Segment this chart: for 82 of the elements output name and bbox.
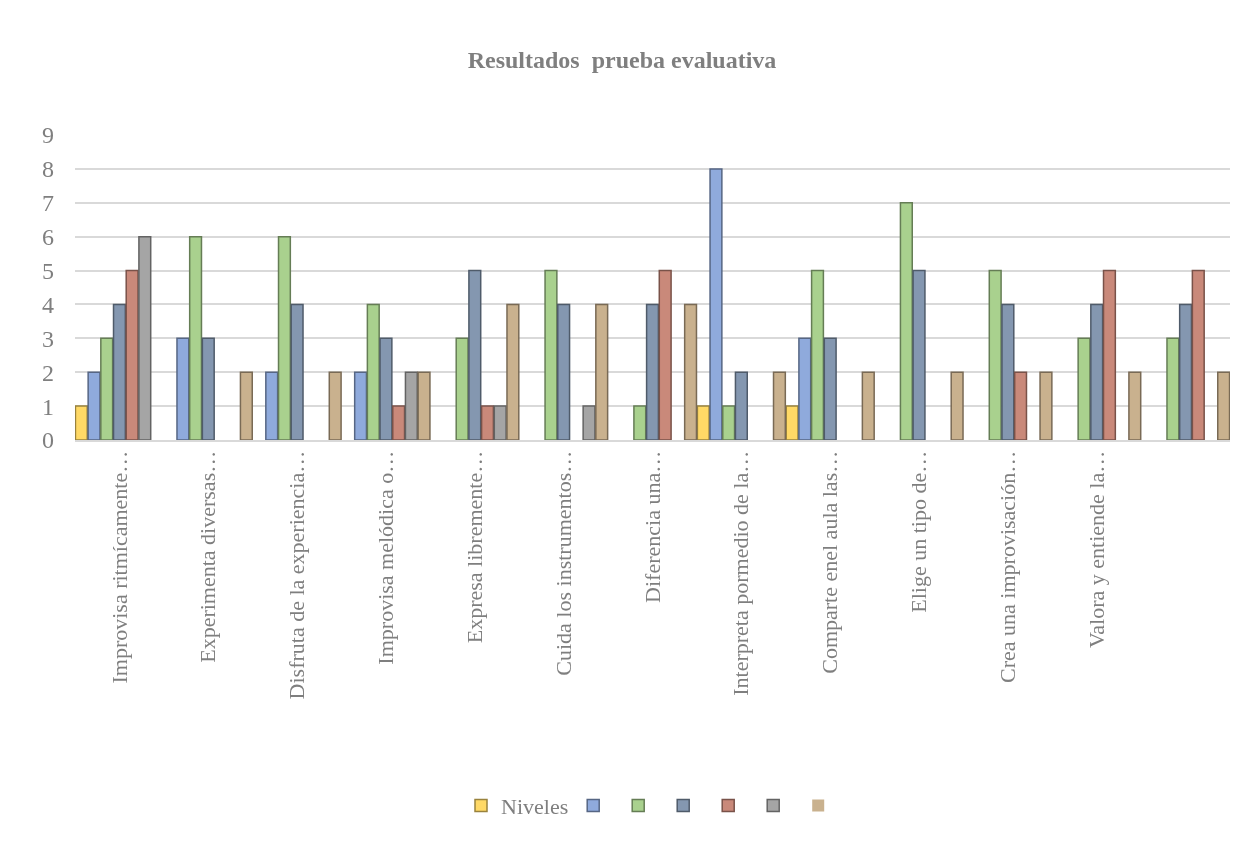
bar [544, 269, 558, 440]
bar [379, 337, 393, 440]
bar [404, 371, 418, 440]
y-tick-label: 6 [42, 224, 54, 251]
bar [1039, 371, 1053, 440]
chart-title: Resultados prueba evaluativa [467, 47, 777, 74]
x-tick-label: Crea una improvisación… [995, 450, 1021, 683]
bar [734, 371, 748, 440]
x-tick-label: Interpreta pormedio de la… [728, 450, 754, 696]
bar [1166, 337, 1180, 440]
bar [696, 405, 710, 440]
bar [722, 405, 736, 440]
bar [265, 371, 279, 440]
bar [112, 303, 127, 440]
x-tick-label: Comparte enel aula las… [817, 450, 843, 674]
bar [912, 269, 926, 440]
bar [468, 269, 482, 440]
bar [125, 269, 139, 440]
y-tick-label: 7 [42, 190, 54, 217]
x-tick-label: Expresa libremente… [461, 450, 487, 644]
bar [785, 405, 799, 440]
bar [1102, 269, 1117, 440]
bar [899, 202, 913, 440]
bar [277, 235, 292, 440]
bar [493, 405, 507, 440]
y-tick-label: 2 [42, 359, 54, 386]
bar [1191, 269, 1205, 440]
y-tick-label: 0 [42, 427, 54, 454]
x-tick-label: Elige un tipo de… [906, 450, 932, 613]
bar [455, 337, 469, 440]
x-tick-label: Diferencia una… [639, 450, 665, 603]
bar [290, 303, 304, 440]
y-tick-label: 9 [42, 122, 54, 149]
x-tick-label: Disfruta de la experiencia… [284, 450, 310, 700]
bar [810, 269, 825, 440]
bar [239, 371, 253, 440]
bar [595, 303, 609, 440]
y-tick-label: 4 [42, 291, 54, 318]
bar [87, 371, 101, 440]
bar [353, 371, 368, 440]
x-tick-label: Experimenta diversas… [195, 450, 221, 663]
x-tick-label: Improvisa melódica o… [373, 450, 399, 665]
bar [366, 303, 380, 440]
y-tick-label: 1 [42, 393, 54, 420]
bar [950, 371, 964, 440]
bar [100, 337, 114, 440]
bar [1001, 303, 1015, 440]
bar [480, 405, 495, 440]
bar [1217, 371, 1230, 440]
legend-label: Niveles [501, 794, 569, 820]
bar [176, 337, 190, 440]
x-tick-label: Improvisa ritmícamente… [106, 450, 132, 684]
bar [557, 303, 571, 440]
bar [798, 337, 812, 440]
bar [75, 405, 88, 440]
bar [201, 337, 215, 440]
x-tick-label: Cuida los instrumentos… [550, 450, 576, 676]
bar [506, 303, 520, 440]
x-tick-label: Valora y entiende la… [1083, 450, 1109, 649]
bar [1178, 303, 1193, 440]
bar [188, 235, 203, 440]
bar [823, 337, 837, 440]
bar [709, 168, 723, 440]
bar [658, 269, 672, 440]
bar [633, 405, 647, 440]
y-tick-label: 3 [42, 325, 54, 352]
y-tick-label: 5 [42, 257, 54, 284]
bar [392, 405, 406, 440]
bar [772, 371, 787, 440]
bar [861, 371, 875, 440]
bar [645, 303, 660, 440]
bar [1090, 303, 1104, 440]
bar [683, 303, 698, 440]
bar [328, 371, 342, 440]
bar [1077, 337, 1091, 440]
bar [1128, 371, 1142, 440]
y-tick-label: 8 [42, 156, 54, 183]
bar [417, 371, 431, 440]
bar [1013, 371, 1028, 440]
bar [988, 269, 1002, 440]
bar [138, 235, 152, 440]
bar [582, 405, 596, 440]
